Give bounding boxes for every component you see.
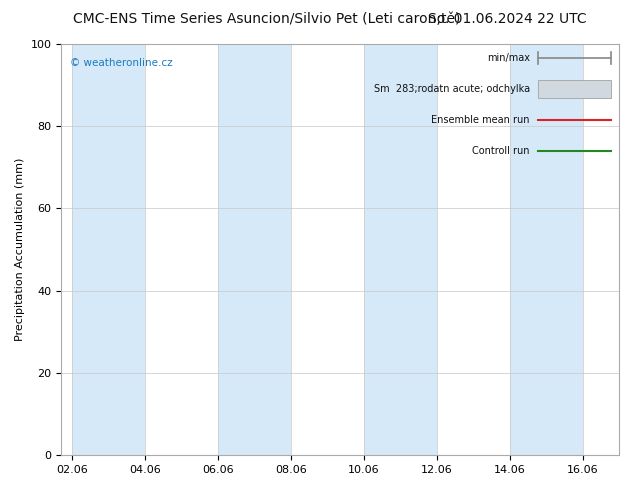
- Text: Sm  283;rodatn acute; odchylka: Sm 283;rodatn acute; odchylka: [373, 84, 530, 94]
- Text: © weatheronline.cz: © weatheronline.cz: [70, 58, 172, 68]
- Bar: [218, 44, 291, 455]
- Bar: [538, 79, 611, 98]
- Text: min/max: min/max: [487, 53, 530, 63]
- Text: Ensemble mean run: Ensemble mean run: [431, 115, 530, 124]
- Text: So. 01.06.2024 22 UTC: So. 01.06.2024 22 UTC: [428, 12, 586, 26]
- Bar: [510, 44, 583, 455]
- Text: Controll run: Controll run: [472, 146, 530, 155]
- Bar: [364, 44, 437, 455]
- Bar: [72, 44, 145, 455]
- Text: CMC-ENS Time Series Asuncion/Silvio Pet (Leti caron;tě): CMC-ENS Time Series Asuncion/Silvio Pet …: [72, 12, 460, 26]
- Y-axis label: Precipitation Accumulation (mm): Precipitation Accumulation (mm): [15, 158, 25, 341]
